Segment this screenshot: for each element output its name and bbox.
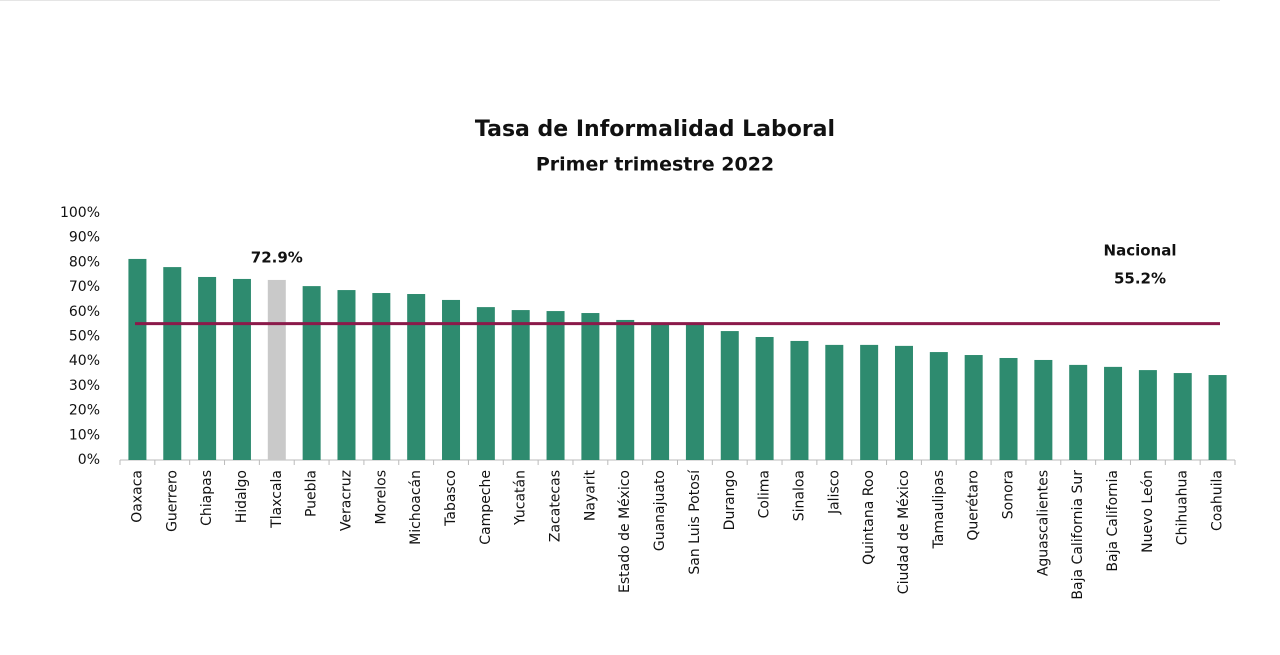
x-tick-label: Veracruz (338, 470, 354, 531)
bar (476, 307, 495, 460)
x-tick-label: Sonora (1001, 470, 1017, 519)
bar (511, 310, 530, 460)
bar (581, 313, 600, 460)
y-tick-label: 90% (69, 230, 100, 246)
bar (1034, 359, 1053, 460)
y-tick-label: 50% (69, 329, 100, 345)
y-tick-label: 100% (60, 205, 100, 221)
y-tick-label: 60% (69, 304, 100, 320)
bar (1173, 373, 1192, 460)
y-tick-label: 40% (69, 353, 100, 369)
bar (825, 344, 844, 460)
x-tick-label: Coahuila (1210, 470, 1226, 531)
x-tick-label: Guerrero (164, 470, 180, 532)
value-label: 72.9% (251, 248, 303, 266)
bar (999, 357, 1018, 460)
x-tick-label: San Luis Potosí (687, 469, 703, 575)
x-tick-label: Jalisco (826, 470, 842, 515)
bar (720, 331, 739, 460)
reference-name: Nacional (1104, 242, 1177, 260)
x-tick-label: Baja California Sur (1070, 470, 1086, 600)
bar (1138, 370, 1157, 460)
x-tick-label: Estado de México (617, 470, 633, 593)
x-tick-label: Tabasco (443, 470, 459, 527)
x-tick-label: Puebla (304, 470, 320, 517)
bar (267, 279, 286, 460)
bar (894, 345, 913, 460)
bar (964, 355, 983, 460)
bar (372, 293, 391, 460)
x-tick-label: Durango (722, 470, 738, 530)
bar (546, 311, 565, 460)
y-tick-label: 0% (78, 452, 100, 468)
bar (232, 278, 251, 460)
bar (128, 258, 147, 460)
x-tick-label: Baja California (1105, 470, 1121, 572)
x-tick-label: Zacatecas (548, 470, 564, 542)
bar (1069, 364, 1088, 460)
x-tick-label: Tamaulipas (931, 470, 947, 549)
x-tick-label: Guanajuato (652, 470, 668, 551)
y-tick-label: 80% (69, 254, 100, 270)
x-tick-label: Chiapas (199, 470, 215, 526)
bar (198, 276, 217, 460)
bar (685, 324, 704, 460)
x-tick-label: Colima (757, 470, 773, 518)
y-tick-label: 30% (69, 378, 100, 394)
x-tick-label: Oaxaca (129, 470, 145, 523)
bar (790, 340, 809, 460)
x-tick-label: Ciudad de México (896, 470, 912, 594)
bar (302, 286, 321, 460)
chart-title: Tasa de Informalidad Laboral (475, 117, 835, 142)
x-tick-label: Tlaxcala (269, 470, 285, 529)
x-tick-label: Aguascalientes (1035, 470, 1051, 576)
bar (651, 322, 670, 460)
reference-label: 55.2% (1114, 270, 1166, 288)
bar (755, 336, 774, 460)
y-tick-label: 70% (69, 279, 100, 295)
x-tick-label: Yucatán (513, 470, 529, 526)
bar (163, 267, 182, 460)
x-tick-label: Sinaloa (791, 470, 807, 521)
x-tick-label: Hidalgo (234, 470, 250, 523)
x-tick-label: Quintana Roo (861, 470, 877, 565)
bar (407, 294, 426, 460)
x-tick-label: Querétaro (966, 470, 982, 541)
y-tick-label: 10% (69, 427, 100, 443)
bar (860, 344, 879, 460)
x-tick-label: Nuevo León (1140, 470, 1156, 553)
bar (442, 299, 461, 460)
x-tick-label: Michoacán (408, 470, 424, 545)
y-tick-label: 20% (69, 403, 100, 419)
bar (337, 290, 356, 460)
x-tick-label: Morelos (373, 470, 389, 524)
bar (616, 319, 635, 460)
x-tick-label: Chihuahua (1175, 470, 1191, 545)
x-tick-label: Nayarit (582, 470, 598, 522)
x-tick-label: Campeche (478, 470, 494, 545)
bar (1208, 375, 1227, 460)
chart-subtitle: Primer trimestre 2022 (536, 154, 774, 176)
bar (1104, 366, 1123, 460)
bar (929, 352, 948, 460)
